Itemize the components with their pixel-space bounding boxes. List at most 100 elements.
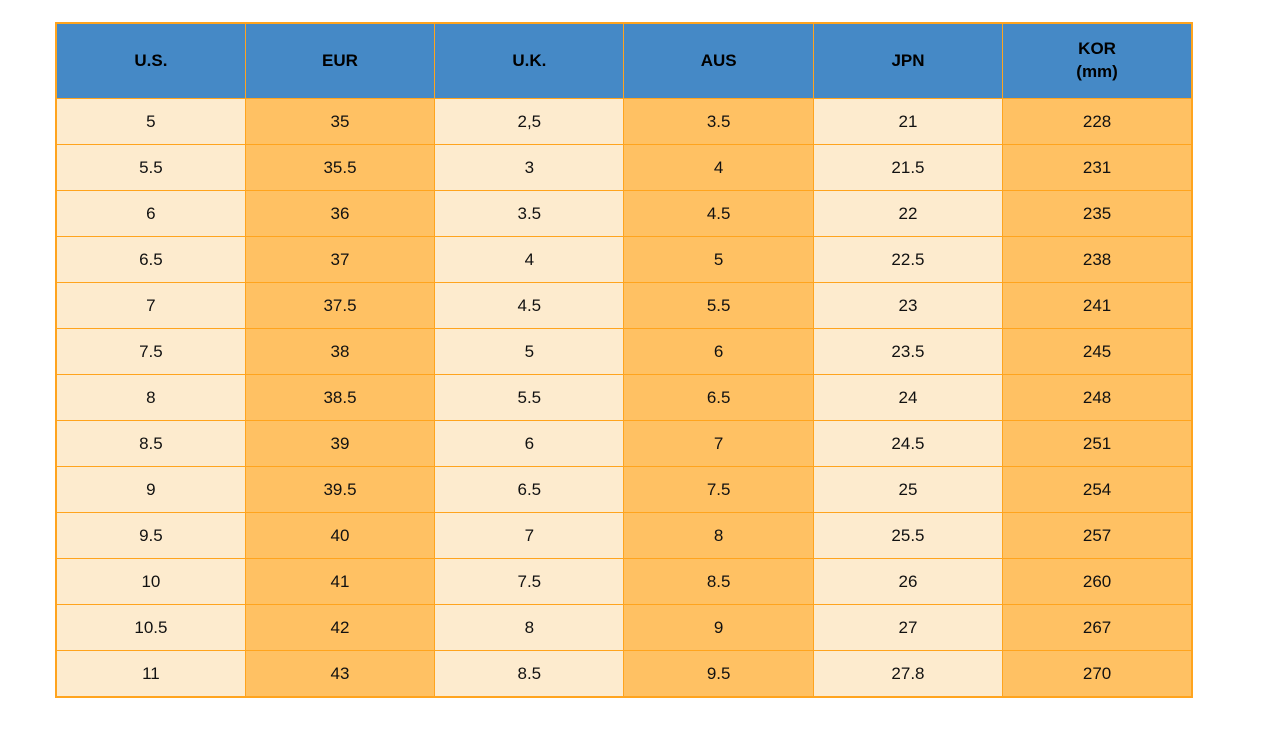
table-cell: 35.5 (244, 144, 436, 191)
table-row: 9.5 40 7 8 25.5 257 (55, 512, 1193, 559)
table-cell: 6.5 (434, 466, 625, 513)
table-cell: 8 (434, 604, 625, 651)
column-header-us-label: U.S. (134, 50, 168, 70)
table-cell: 7 (434, 512, 625, 559)
column-header-eur-label: EUR (322, 50, 358, 70)
table-cell: 38 (244, 328, 436, 375)
table-cell: 5 (623, 236, 814, 283)
column-header-kor: KOR (mm) (1002, 22, 1193, 99)
column-header-kor-sublabel: (mm) (1076, 62, 1118, 81)
table-row: 9 39.5 6.5 7.5 25 254 (55, 466, 1193, 513)
table-row: 7 37.5 4.5 5.5 23 241 (55, 282, 1193, 329)
table-row: 10.5 42 8 9 27 267 (55, 604, 1193, 651)
table-cell: 6 (623, 328, 814, 375)
table-cell: 24 (812, 374, 1004, 421)
table-cell: 3.5 (623, 98, 814, 145)
table-cell: 8.5 (434, 650, 625, 698)
table-cell: 7.5 (623, 466, 814, 513)
table-cell: 38.5 (244, 374, 436, 421)
table-row: 8 38.5 5.5 6.5 24 248 (55, 374, 1193, 421)
table-cell: 7.5 (55, 328, 246, 375)
table-cell: 260 (1002, 558, 1193, 605)
table-cell: 4.5 (623, 190, 814, 237)
table-cell: 2,5 (434, 98, 625, 145)
table-cell: 39 (244, 420, 436, 467)
column-header-uk-label: U.K. (512, 50, 547, 70)
table-cell: 21 (812, 98, 1004, 145)
table-cell: 5.5 (55, 144, 246, 191)
table-header: U.S. EUR U.K. AUS JPN (55, 22, 1193, 99)
table-cell: 11 (55, 650, 246, 698)
table-cell: 43 (244, 650, 436, 698)
table-cell: 27.8 (812, 650, 1004, 698)
table-cell: 228 (1002, 98, 1193, 145)
table-cell: 40 (244, 512, 436, 559)
table-cell: 8.5 (623, 558, 814, 605)
table-row: 8.5 39 6 7 24.5 251 (55, 420, 1193, 467)
column-header-uk: U.K. (434, 22, 625, 99)
table-cell: 10 (55, 558, 246, 605)
table-row: 5.5 35.5 3 4 21.5 231 (55, 144, 1193, 191)
table-cell: 257 (1002, 512, 1193, 559)
table-cell: 4.5 (434, 282, 625, 329)
table-cell: 270 (1002, 650, 1193, 698)
table-cell: 254 (1002, 466, 1193, 513)
table-cell: 6 (434, 420, 625, 467)
table-cell: 24.5 (812, 420, 1004, 467)
table-cell: 6.5 (623, 374, 814, 421)
table-cell: 5 (55, 98, 246, 145)
header-row: U.S. EUR U.K. AUS JPN (55, 22, 1193, 99)
column-header-jpn-label: JPN (891, 50, 925, 70)
column-header-jpn: JPN (812, 22, 1004, 99)
table-cell: 231 (1002, 144, 1193, 191)
table-cell: 10.5 (55, 604, 246, 651)
table-cell: 4 (623, 144, 814, 191)
table-cell: 35 (244, 98, 436, 145)
column-header-us: U.S. (55, 22, 246, 99)
table-row: 6.5 37 4 5 22.5 238 (55, 236, 1193, 283)
table-cell: 36 (244, 190, 436, 237)
table-cell: 8.5 (55, 420, 246, 467)
table-cell: 4 (434, 236, 625, 283)
table-cell: 22 (812, 190, 1004, 237)
table-cell: 238 (1002, 236, 1193, 283)
table-cell: 235 (1002, 190, 1193, 237)
table-cell: 23.5 (812, 328, 1004, 375)
table-cell: 7.5 (434, 558, 625, 605)
table-cell: 251 (1002, 420, 1193, 467)
table-row: 5 35 2,5 3.5 21 228 (55, 98, 1193, 145)
column-header-eur: EUR (244, 22, 436, 99)
table-cell: 8 (623, 512, 814, 559)
table-cell: 9.5 (623, 650, 814, 698)
table-cell: 3.5 (434, 190, 625, 237)
table-cell: 6 (55, 190, 246, 237)
table-cell: 37 (244, 236, 436, 283)
table-row: 6 36 3.5 4.5 22 235 (55, 190, 1193, 237)
column-header-kor-label: KOR (1078, 39, 1116, 59)
column-header-aus: AUS (623, 22, 814, 99)
table-row: 11 43 8.5 9.5 27.8 270 (55, 650, 1193, 698)
size-conversion-table-container: U.S. EUR U.K. AUS JPN (55, 22, 1193, 698)
table-row: 10 41 7.5 8.5 26 260 (55, 558, 1193, 605)
table-cell: 3 (434, 144, 625, 191)
table-cell: 37.5 (244, 282, 436, 329)
table-cell: 42 (244, 604, 436, 651)
table-cell: 25.5 (812, 512, 1004, 559)
table-body: 5 35 2,5 3.5 21 228 5.5 35.5 3 4 21.5 231 6 36 3.5 4.5 2… (55, 98, 1193, 698)
table-cell: 9.5 (55, 512, 246, 559)
table-cell: 6.5 (55, 236, 246, 283)
table-cell: 267 (1002, 604, 1193, 651)
table-cell: 41 (244, 558, 436, 605)
table-cell: 27 (812, 604, 1004, 651)
table-cell: 241 (1002, 282, 1193, 329)
column-header-aus-label: AUS (700, 50, 737, 70)
table-cell: 5.5 (623, 282, 814, 329)
table-cell: 26 (812, 558, 1004, 605)
table-cell: 7 (623, 420, 814, 467)
table-cell: 21.5 (812, 144, 1004, 191)
table-cell: 8 (55, 374, 246, 421)
table-cell: 22.5 (812, 236, 1004, 283)
table-cell: 9 (623, 604, 814, 651)
table-cell: 23 (812, 282, 1004, 329)
table-cell: 5 (434, 328, 625, 375)
